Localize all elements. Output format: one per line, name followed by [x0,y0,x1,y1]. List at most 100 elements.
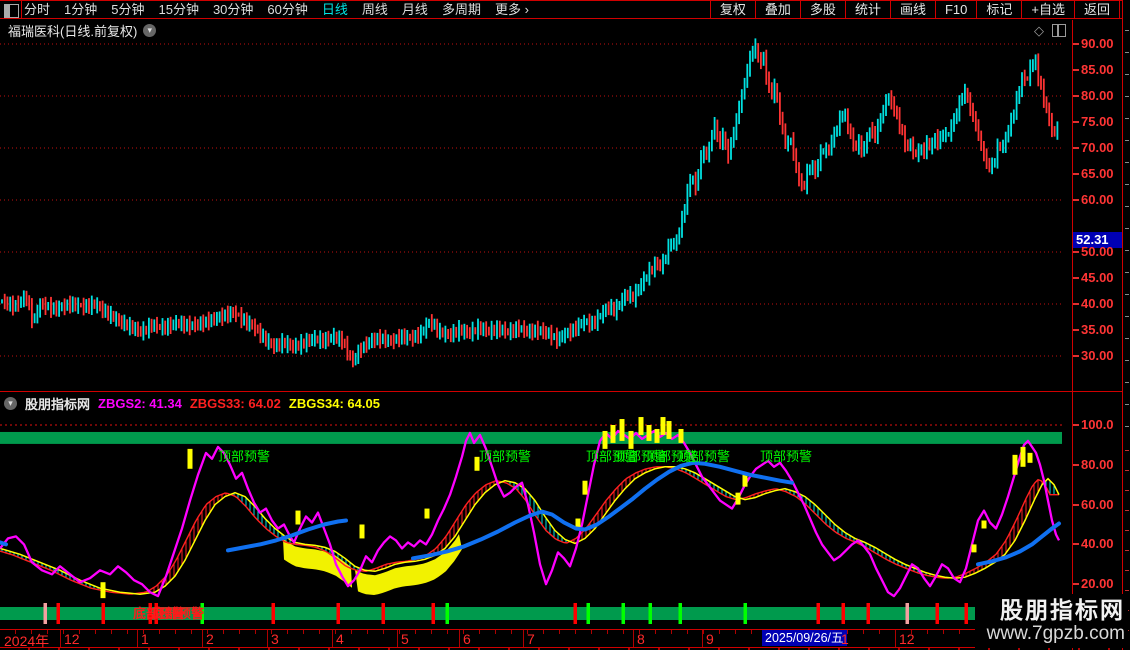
panel-divider [0,391,1122,392]
strip-mark [1125,206,1129,207]
strip-mark [1125,140,1129,141]
month-separator [267,630,268,647]
price-tick-label: 45.00 [1081,270,1114,285]
chart-corner-icons: ◇ [1034,24,1066,37]
axis-tick [1073,121,1079,123]
strip-mark [1125,118,1129,119]
period-tab-1分钟[interactable]: 1分钟 [64,2,98,17]
period-tab-60分钟[interactable]: 60分钟 [267,2,308,17]
time-label: 12 [899,631,915,647]
xaxis-bottom-border [0,647,1122,648]
axis-tick [1073,95,1079,97]
toolbar-separator [21,1,22,19]
xaxis-top-border [0,629,1122,630]
layout-split-icon[interactable] [4,4,19,18]
price-tick-label: 35.00 [1081,322,1114,337]
strip-mark [1125,426,1129,427]
toolbar-button-复权[interactable]: 复权 [709,1,755,18]
price-tick-label: 30.00 [1081,348,1114,363]
panel-toggle-icon[interactable] [1052,24,1066,37]
toolbar-button-+自选[interactable]: +自选 [1021,1,1074,18]
time-label: 12 [64,631,80,647]
indicator-value-ZBGS33: ZBGS33: 64.02 [189,395,281,411]
axis-tick [1073,173,1079,175]
price-tick-label: 50.00 [1081,244,1114,259]
indicator-value-ZBGS2: ZBGS2: 41.34 [98,395,182,411]
period-tab-更多 ›[interactable]: 更多 › [494,2,529,17]
period-tabs: 分时 1分钟 5分钟 15分钟 30分钟 60分钟 日线 周线 月线 多周期 更多 › [24,1,529,18]
svg-text:顶部预警: 顶部预警 [645,449,697,464]
indicator-tick-label: 20.00 [1081,576,1114,592]
stock-title[interactable]: 福瑞医科(日线.前复权) [8,23,138,39]
strip-mark [1125,96,1129,97]
time-label: 7 [527,631,535,647]
time-label: 1 [141,631,149,647]
period-tab-分时[interactable]: 分时 [24,2,51,17]
price-tick-label: 90.00 [1081,36,1114,51]
axis-tick [1073,543,1079,546]
toolbar-button-画线[interactable]: 画线 [889,1,935,18]
period-tab-30分钟[interactable]: 30分钟 [212,2,254,17]
svg-text:底部预警: 底部预警 [133,606,185,621]
axis-tick [1073,463,1079,466]
main-candlestick-chart[interactable] [0,28,1072,391]
svg-text:顶部预警: 顶部预警 [760,449,812,464]
axis-tick [1073,199,1079,201]
strip-mark [1125,30,1129,31]
period-tab-5分钟[interactable]: 5分钟 [111,2,145,17]
month-separator [137,630,138,647]
price-tick-label: 40.00 [1081,296,1114,311]
month-separator [459,630,460,647]
period-tab-多周期[interactable]: 多周期 [441,2,481,17]
strip-mark [1125,404,1129,405]
toolbar-button-F10[interactable]: F10 [934,1,976,18]
strip-mark [1125,162,1129,163]
time-label: 1 [841,631,849,647]
svg-text:顶部预警: 顶部预警 [615,449,667,464]
right-edge-strip[interactable] [1122,0,1130,650]
strip-mark [1125,550,1129,551]
period-tab-日线[interactable]: 日线 [321,2,348,17]
price-tick-label: 70.00 [1081,140,1114,155]
price-tick-label: 75.00 [1081,114,1114,129]
strip-mark [1125,250,1129,251]
period-tab-周线[interactable]: 周线 [361,2,388,17]
strip-mark [1125,184,1129,185]
toolbar-button-标记[interactable]: 标记 [976,1,1021,18]
period-tab-15分钟[interactable]: 15分钟 [158,2,199,17]
title-dropdown-icon[interactable]: ▾ [143,23,157,37]
time-label: 5 [401,631,409,647]
time-label: 8 [637,631,645,647]
indicator-tick-label: 40.00 [1081,536,1114,552]
time-label: 4 [336,631,344,647]
diamond-icon[interactable]: ◇ [1034,23,1044,38]
last-price-tag: 52.31 [1073,231,1122,248]
watermark-url: www.7gpzb.com [986,623,1125,644]
axis-border [1072,20,1073,650]
period-tab-月线[interactable]: 月线 [401,2,428,17]
toolbar-button-统计[interactable]: 统计 [844,1,890,18]
month-separator [633,630,634,647]
price-tick-label: 60.00 [1081,192,1114,207]
indicator-dropdown-icon[interactable]: ▾ [4,396,17,410]
strip-mark [1125,360,1129,361]
strip-mark [1125,338,1129,339]
price-tick-label: 80.00 [1081,88,1114,103]
axis-tick [1073,424,1079,426]
strip-mark [1125,74,1129,75]
toolbar-button-返回[interactable]: 返回 [1073,1,1120,18]
time-label: 6 [463,631,471,647]
toolbar-button-叠加[interactable]: 叠加 [754,1,800,18]
indicator-header: ▾ 股朋指标网 ZBGS2: 41.34 ZBGS33: 64.02 ZBGS34: … [4,394,380,412]
watermark: 股朋指标网 www.7gpzb.com [975,594,1128,648]
strip-mark [1125,570,1129,571]
svg-text:顶部预警: 顶部预警 [586,449,638,464]
chart-title-bar: 福瑞医科(日线.前复权) ▾ [8,22,157,39]
svg-text:底部预警: 底部预警 [152,606,204,621]
axis-tick [1073,251,1079,253]
toolbar-button-多股[interactable]: 多股 [799,1,845,18]
strip-mark [1125,228,1129,229]
time-label: 9 [706,631,714,647]
toolbar: 分时 1分钟 5分钟 15分钟 30分钟 60分钟 日线 周线 月线 多周期 更多 › 复权 叠加 多股… [0,0,1130,19]
